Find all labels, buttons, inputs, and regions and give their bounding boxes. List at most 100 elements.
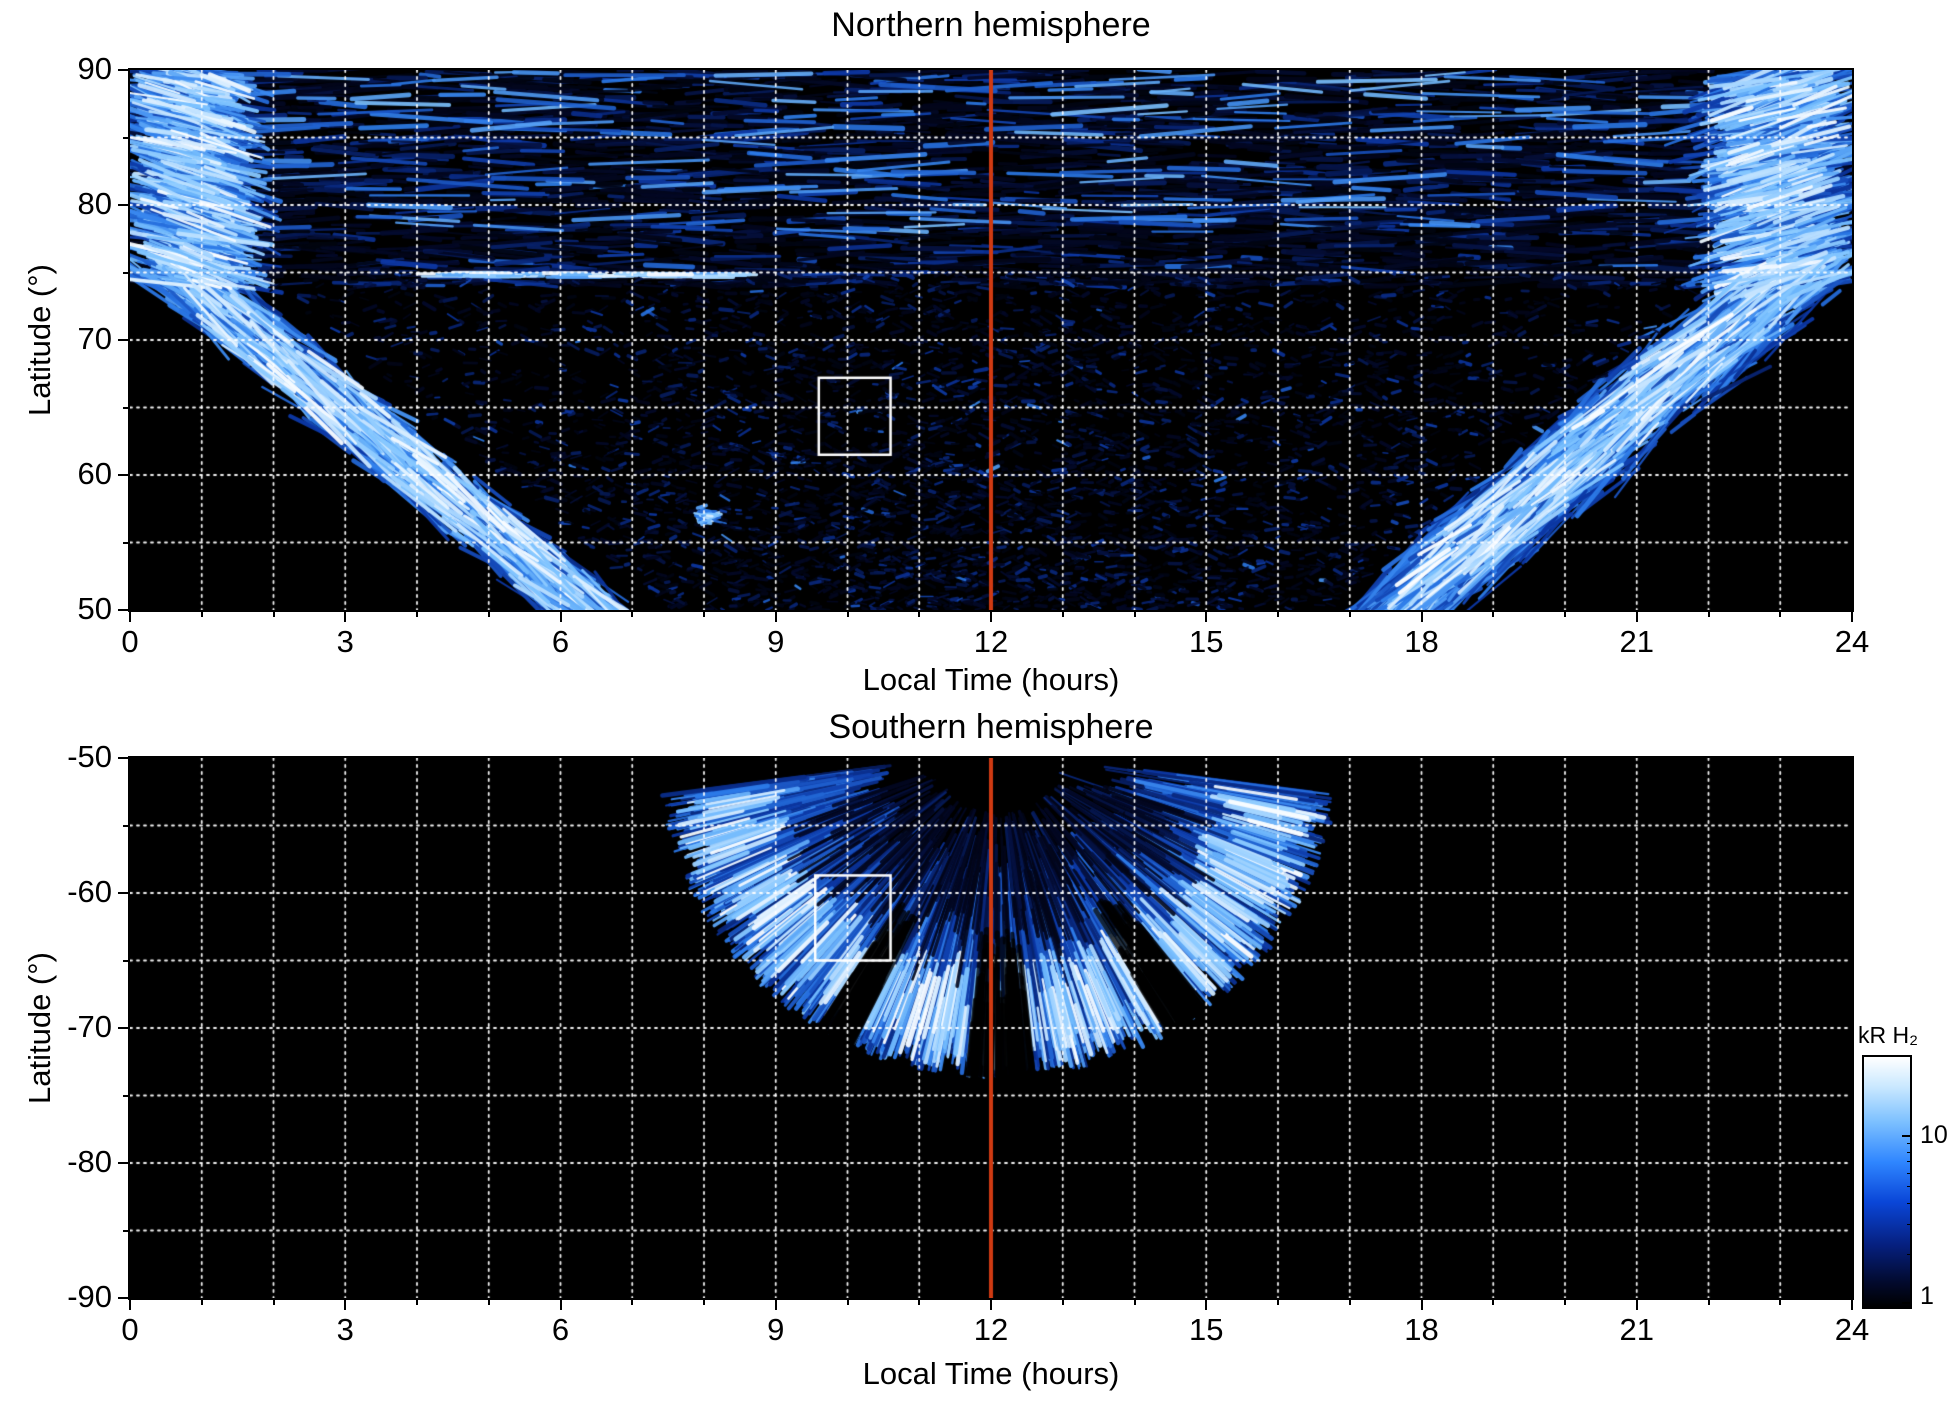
x-tick-mark bbox=[559, 1300, 562, 1310]
colorbar-minor-tick-mark bbox=[1907, 1186, 1912, 1188]
x-tick-mark bbox=[1133, 1300, 1136, 1305]
colorbar-minor-tick-mark bbox=[1907, 1172, 1912, 1174]
colorbar-minor-tick-mark bbox=[1907, 1142, 1912, 1144]
y-tick-mark bbox=[118, 1162, 128, 1164]
x-tick-label: 21 bbox=[1619, 624, 1654, 659]
colorbar-minor-tick-mark bbox=[1907, 1223, 1912, 1225]
x-tick-mark bbox=[990, 612, 992, 622]
y-tick-mark bbox=[123, 271, 128, 274]
x-tick-label: 0 bbox=[121, 624, 139, 659]
x-tick-mark bbox=[1779, 612, 1782, 617]
y-tick-mark bbox=[118, 204, 128, 206]
x-tick-mark bbox=[918, 1300, 921, 1305]
y-tick-mark bbox=[118, 339, 128, 341]
y-tick-mark bbox=[118, 892, 128, 894]
y-tick-mark bbox=[123, 959, 128, 962]
x-tick-label: 6 bbox=[551, 624, 570, 659]
x-tick-mark bbox=[344, 612, 347, 622]
x-tick-label: 18 bbox=[1404, 1312, 1439, 1347]
colorbar-unit-label: kR H₂ bbox=[1858, 1022, 1919, 1048]
x-tick-mark bbox=[631, 1300, 634, 1305]
y-tick-label: 80 bbox=[77, 186, 112, 221]
north-panel-title: Northern hemisphere bbox=[831, 6, 1151, 44]
x-tick-label: 15 bbox=[1189, 624, 1224, 659]
x-tick-mark bbox=[1205, 1300, 1208, 1310]
colorbar-minor-tick-mark bbox=[1907, 1151, 1912, 1153]
x-tick-mark bbox=[846, 1300, 849, 1305]
x-tick-mark bbox=[1420, 612, 1423, 622]
y-tick-label: 60 bbox=[77, 456, 112, 491]
x-tick-label: 12 bbox=[973, 1312, 1009, 1347]
x-tick-mark bbox=[1492, 612, 1495, 617]
x-tick-label: 15 bbox=[1189, 1312, 1224, 1347]
x-tick-mark bbox=[416, 612, 418, 617]
y-tick-mark bbox=[123, 541, 128, 544]
y-tick-mark bbox=[123, 1229, 128, 1232]
x-tick-mark bbox=[774, 1300, 777, 1310]
north-heatmap-canvas bbox=[130, 70, 1852, 610]
x-tick-mark bbox=[703, 612, 705, 617]
x-tick-mark bbox=[1420, 1300, 1423, 1310]
x-tick-mark bbox=[200, 612, 203, 617]
colorbar-minor-tick-mark bbox=[1907, 1202, 1912, 1204]
x-tick-mark bbox=[1277, 1300, 1279, 1305]
x-tick-label: 24 bbox=[1834, 1312, 1870, 1347]
y-tick-mark bbox=[123, 824, 128, 827]
x-tick-mark bbox=[344, 1300, 347, 1310]
x-tick-mark bbox=[631, 612, 634, 617]
x-tick-label: 0 bbox=[121, 1312, 139, 1347]
y-tick-label: 70 bbox=[77, 321, 112, 356]
y-tick-mark bbox=[118, 1027, 128, 1029]
colorbar-gradient-bar bbox=[1862, 1055, 1912, 1309]
y-tick-mark bbox=[118, 1297, 128, 1299]
x-tick-mark bbox=[1061, 612, 1064, 617]
y-tick-label: -80 bbox=[67, 1144, 112, 1179]
y-tick-mark bbox=[118, 609, 128, 611]
x-tick-mark bbox=[774, 612, 777, 622]
x-tick-mark bbox=[1348, 1300, 1351, 1305]
x-tick-mark bbox=[703, 1300, 705, 1305]
south-heatmap-canvas bbox=[130, 758, 1852, 1298]
y-tick-mark bbox=[118, 474, 128, 476]
x-tick-mark bbox=[1348, 612, 1351, 617]
x-tick-mark bbox=[918, 612, 921, 617]
y-tick-mark bbox=[123, 136, 128, 139]
y-tick-mark bbox=[123, 406, 128, 409]
x-tick-mark bbox=[1851, 1300, 1853, 1310]
x-tick-label: 18 bbox=[1404, 624, 1439, 659]
x-tick-mark bbox=[487, 612, 490, 617]
colorbar-tick-label: 1 bbox=[1920, 1282, 1934, 1310]
x-tick-mark bbox=[200, 1300, 203, 1305]
x-tick-mark bbox=[1564, 1300, 1566, 1305]
colorbar-tick-mark bbox=[1902, 1302, 1912, 1304]
x-tick-label: 3 bbox=[336, 1312, 354, 1347]
y-tick-mark bbox=[123, 1094, 128, 1097]
x-tick-mark bbox=[416, 1300, 418, 1305]
y-tick-label: 50 bbox=[77, 591, 112, 626]
x-tick-label: 9 bbox=[767, 624, 785, 659]
x-tick-mark bbox=[1133, 612, 1136, 617]
south-x-axis-label: Local Time (hours) bbox=[862, 1356, 1120, 1391]
x-tick-label: 12 bbox=[973, 624, 1009, 659]
colorbar-tick-mark bbox=[1902, 1134, 1912, 1137]
x-tick-mark bbox=[1564, 612, 1566, 617]
y-tick-label: -90 bbox=[67, 1279, 112, 1314]
x-tick-mark bbox=[559, 612, 562, 622]
x-tick-mark bbox=[1635, 612, 1638, 622]
y-tick-label: -50 bbox=[67, 739, 112, 774]
x-tick-mark bbox=[272, 612, 275, 617]
x-tick-label: 9 bbox=[767, 1312, 785, 1347]
x-tick-mark bbox=[1851, 612, 1853, 622]
x-tick-mark bbox=[1707, 612, 1710, 617]
x-tick-mark bbox=[1635, 1300, 1638, 1310]
x-tick-label: 6 bbox=[551, 1312, 570, 1347]
x-tick-mark bbox=[1205, 612, 1208, 622]
x-tick-mark bbox=[272, 1300, 275, 1305]
x-tick-mark bbox=[129, 1300, 131, 1310]
x-tick-mark bbox=[1707, 1300, 1710, 1305]
x-tick-mark bbox=[1277, 612, 1279, 617]
x-tick-mark bbox=[1061, 1300, 1064, 1305]
y-tick-label: 90 bbox=[77, 51, 112, 86]
colorbar-minor-tick-mark bbox=[1907, 1253, 1912, 1255]
